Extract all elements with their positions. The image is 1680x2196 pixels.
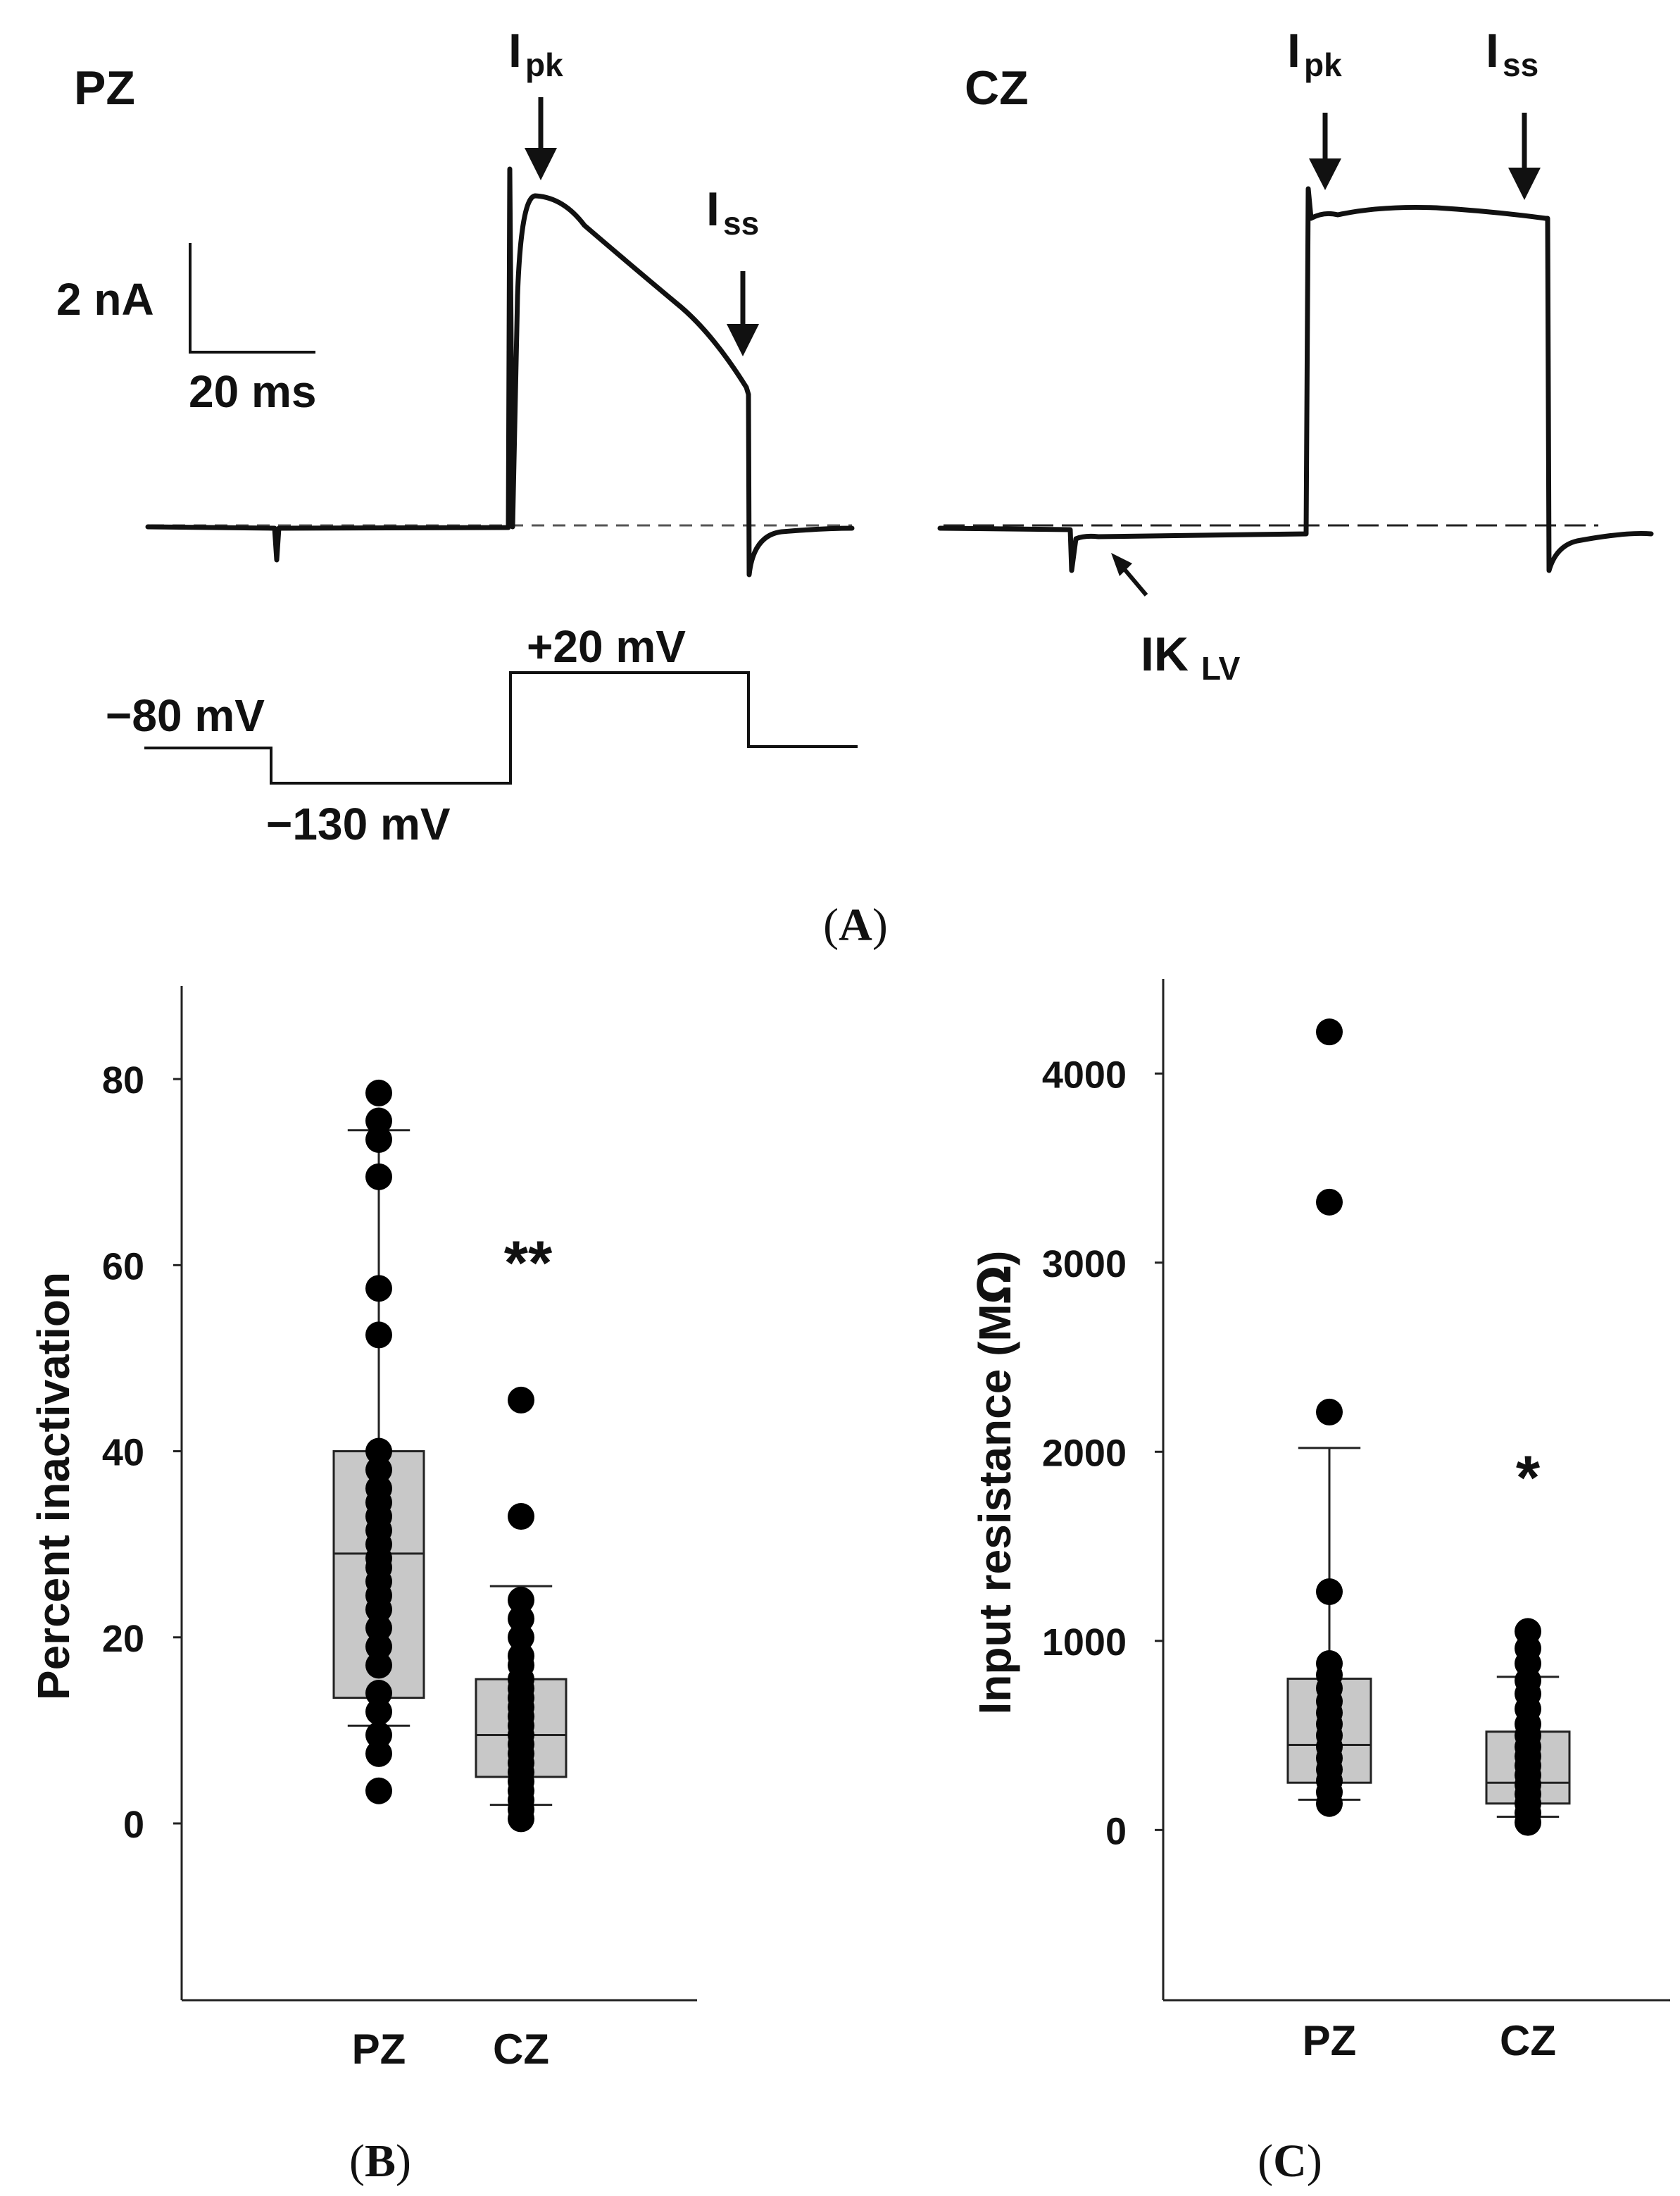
b-pz-data-point bbox=[365, 1475, 392, 1502]
b-pz-data-point bbox=[365, 1652, 392, 1679]
svg-text:I: I bbox=[1287, 24, 1300, 77]
b-pz-data-point bbox=[365, 1680, 392, 1707]
c-pz-boxplot bbox=[1286, 1018, 1372, 1817]
c-pz-data-point bbox=[1316, 1650, 1343, 1678]
c-y-tick-label: 2000 bbox=[1042, 1432, 1127, 1474]
b-pz-data-point bbox=[365, 1633, 392, 1660]
pz-ipk-marker: I pk bbox=[508, 24, 563, 180]
b-y-tick-label: 40 bbox=[102, 1432, 144, 1474]
svg-text:ss: ss bbox=[1503, 46, 1538, 83]
ik-lv-marker: IK LV bbox=[1111, 553, 1241, 687]
c-pz-data-point bbox=[1316, 1018, 1343, 1046]
c-category-cz: CZ bbox=[1500, 2017, 1556, 2064]
svg-text:I: I bbox=[706, 182, 720, 236]
b-pz-data-point bbox=[365, 1437, 392, 1465]
b-cz-data-point bbox=[508, 1623, 534, 1651]
b-y-tick-label: 0 bbox=[123, 1804, 144, 1846]
caption-b: (B) bbox=[349, 2135, 411, 2187]
b-category-cz: CZ bbox=[493, 2026, 549, 2073]
svg-text:ss: ss bbox=[723, 205, 759, 242]
chart-percent-inactivation: Percent inactivation 0 20 40 60 80 PZ CZ ** bbox=[28, 986, 697, 2073]
svg-text:I: I bbox=[1486, 24, 1499, 77]
b-y-tick-label: 80 bbox=[102, 1059, 144, 1102]
c-pz-data-point bbox=[1316, 1188, 1343, 1216]
c-pz-data-point bbox=[1316, 1578, 1343, 1605]
b-pz-data-point bbox=[365, 1740, 392, 1767]
b-pz-data-point bbox=[365, 1275, 392, 1302]
c-y-tick-label: 4000 bbox=[1042, 1054, 1127, 1096]
c-y-tick-label: 0 bbox=[1105, 1810, 1127, 1852]
b-pz-data-point bbox=[365, 1107, 392, 1135]
b-cz-data-point bbox=[508, 1642, 534, 1670]
b-pz-data-point bbox=[365, 1321, 392, 1349]
pz-current-trace bbox=[145, 166, 855, 578]
svg-text:LV: LV bbox=[1201, 650, 1241, 687]
c-cz-boxplot bbox=[1485, 1618, 1571, 1836]
b-cz-boxplot bbox=[475, 1386, 568, 1833]
c-y-tick-label: 3000 bbox=[1042, 1243, 1127, 1285]
chart-input-resistance: Input resistance (MΩ) 01000200030004000 … bbox=[970, 979, 1670, 2064]
v-hyper-label: −130 mV bbox=[266, 799, 451, 849]
scale-current-label: 2 nA bbox=[56, 274, 154, 325]
voltage-protocol bbox=[144, 671, 858, 785]
b-cz-data-point bbox=[508, 1386, 534, 1414]
caption-c: (C) bbox=[1258, 2135, 1322, 2187]
b-cz-data-point bbox=[508, 1605, 534, 1633]
cz-iss-marker: I ss bbox=[1486, 24, 1541, 200]
b-y-tick-label: 60 bbox=[102, 1245, 144, 1287]
cz-ipk-marker: I pk bbox=[1287, 24, 1342, 190]
b-pz-data-point bbox=[365, 1079, 392, 1106]
c-category-pz: PZ bbox=[1303, 2017, 1357, 2064]
cz-label: CZ bbox=[965, 61, 1029, 115]
c-y-label: Input resistance (MΩ) bbox=[970, 1251, 1022, 1715]
c-cz-data-point bbox=[1515, 1618, 1541, 1645]
caption-a: (A) bbox=[823, 899, 888, 951]
b-y-tick-label: 20 bbox=[102, 1618, 144, 1660]
scale-bar bbox=[189, 243, 315, 354]
b-pz-data-point bbox=[365, 1721, 392, 1749]
v-step-label: +20 mV bbox=[527, 621, 686, 672]
b-pz-data-point bbox=[365, 1614, 392, 1642]
b-y-label: Percent inactivation bbox=[28, 1272, 79, 1700]
b-category-pz: PZ bbox=[352, 2026, 406, 2073]
pz-label: PZ bbox=[74, 61, 135, 115]
b-pz-data-point bbox=[365, 1777, 392, 1804]
b-pz-data-point bbox=[365, 1456, 392, 1483]
b-cz-data-point bbox=[508, 1586, 534, 1614]
b-pz-data-point bbox=[365, 1163, 392, 1190]
b-pz-boxplot bbox=[332, 1079, 425, 1804]
svg-text:IK: IK bbox=[1141, 628, 1189, 681]
c-pz-data-point bbox=[1316, 1398, 1343, 1425]
b-pz-data-point bbox=[365, 1698, 392, 1726]
svg-text:pk: pk bbox=[1304, 46, 1342, 83]
cz-current-trace bbox=[937, 186, 1654, 573]
b-significance-marker: ** bbox=[504, 1228, 553, 1297]
b-cz-data-point bbox=[508, 1503, 534, 1530]
scale-time-label: 20 ms bbox=[189, 366, 316, 417]
pz-iss-marker: I ss bbox=[706, 182, 759, 356]
v-hold-label: −80 mV bbox=[106, 690, 265, 741]
c-significance-marker: * bbox=[1516, 1442, 1541, 1512]
c-y-tick-label: 1000 bbox=[1042, 1621, 1127, 1664]
b-pz-data-point bbox=[365, 1125, 392, 1153]
svg-text:I: I bbox=[508, 24, 522, 77]
svg-text:pk: pk bbox=[525, 46, 563, 83]
